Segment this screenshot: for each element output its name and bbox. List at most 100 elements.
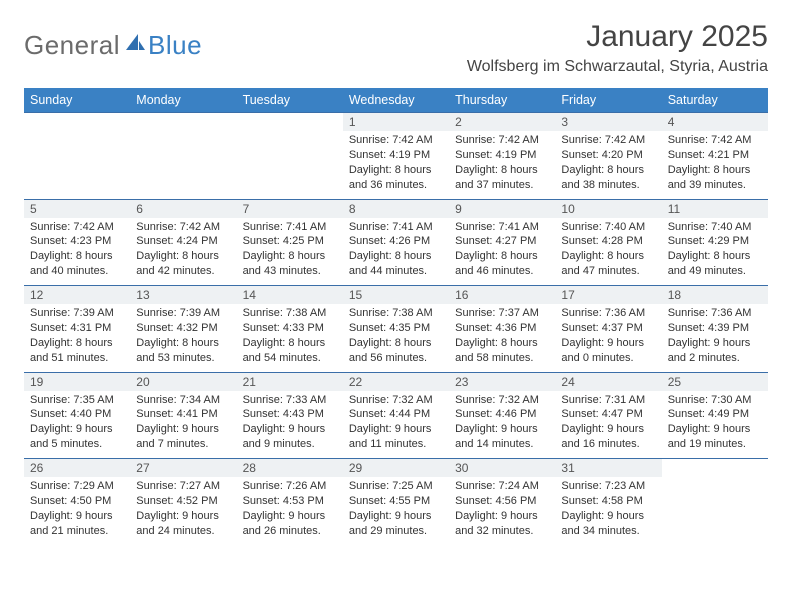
day-header: Friday — [555, 88, 661, 113]
sunrise-line: Sunrise: 7:24 AM — [455, 479, 549, 494]
sunrise-line: Sunrise: 7:23 AM — [561, 479, 655, 494]
calendar-table: Sunday Monday Tuesday Wednesday Thursday… — [24, 88, 768, 545]
sunrise-line: Sunrise: 7:42 AM — [136, 220, 230, 235]
daylight-line: Daylight: 9 hours and 14 minutes. — [455, 422, 549, 452]
location-text: Wolfsberg im Schwarzautal, Styria, Austr… — [467, 58, 768, 76]
daylight-line: Daylight: 8 hours and 54 minutes. — [243, 336, 337, 366]
day-data-cell: Sunrise: 7:36 AMSunset: 4:37 PMDaylight:… — [555, 304, 661, 372]
daynum-row: 1234 — [24, 113, 768, 132]
logo: General Blue — [24, 30, 202, 61]
day-data-cell — [237, 131, 343, 199]
sunrise-line: Sunrise: 7:36 AM — [561, 306, 655, 321]
daylight-line: Daylight: 8 hours and 44 minutes. — [349, 249, 443, 279]
sunset-line: Sunset: 4:37 PM — [561, 321, 655, 336]
day-number-cell: 23 — [449, 372, 555, 391]
daydata-row: Sunrise: 7:42 AMSunset: 4:19 PMDaylight:… — [24, 131, 768, 199]
day-number-cell: 14 — [237, 286, 343, 305]
sunrise-line: Sunrise: 7:40 AM — [561, 220, 655, 235]
daydata-row: Sunrise: 7:35 AMSunset: 4:40 PMDaylight:… — [24, 391, 768, 459]
sunset-line: Sunset: 4:25 PM — [243, 234, 337, 249]
daylight-line: Daylight: 8 hours and 42 minutes. — [136, 249, 230, 279]
day-number-cell: 11 — [662, 199, 768, 218]
sunrise-line: Sunrise: 7:42 AM — [30, 220, 124, 235]
sunrise-line: Sunrise: 7:42 AM — [455, 133, 549, 148]
sunrise-line: Sunrise: 7:29 AM — [30, 479, 124, 494]
daylight-line: Daylight: 8 hours and 46 minutes. — [455, 249, 549, 279]
daydata-row: Sunrise: 7:29 AMSunset: 4:50 PM Daylight:… — [24, 477, 768, 545]
day-data-cell: Sunrise: 7:32 AMSunset: 4:46 PMDaylight:… — [449, 391, 555, 459]
day-number-cell: 4 — [662, 113, 768, 132]
day-data-cell: Sunrise: 7:42 AMSunset: 4:24 PMDaylight:… — [130, 218, 236, 286]
day-data-cell: Sunrise: 7:24 AMSunset: 4:56 PMDaylight:… — [449, 477, 555, 545]
sunset-line: Sunset: 4:41 PM — [136, 407, 230, 422]
daylight-line: Daylight: 8 hours and 49 minutes. — [668, 249, 762, 279]
day-data-cell: Sunrise: 7:42 AMSunset: 4:23 PMDaylight:… — [24, 218, 130, 286]
sunrise-line: Sunrise: 7:42 AM — [349, 133, 443, 148]
day-header: Wednesday — [343, 88, 449, 113]
sunset-line: Sunset: 4:49 PM — [668, 407, 762, 422]
sunset-line: Sunset: 4:50 PM — [30, 494, 124, 509]
day-header: Saturday — [662, 88, 768, 113]
daylight-line: Daylight: 9 hours and 32 minutes. — [455, 509, 549, 539]
daynum-row: 567891011 — [24, 199, 768, 218]
day-data-cell: Sunrise: 7:38 AMSunset: 4:35 PMDaylight:… — [343, 304, 449, 372]
day-number-cell: 30 — [449, 459, 555, 478]
day-number-cell: 21 — [237, 372, 343, 391]
sunset-line: Sunset: 4:58 PM — [561, 494, 655, 509]
day-number-cell — [662, 459, 768, 478]
sunset-line: Sunset: 4:40 PM — [30, 407, 124, 422]
day-data-cell: Sunrise: 7:29 AMSunset: 4:50 PMDaylight:… — [24, 477, 130, 545]
sunrise-line: Sunrise: 7:38 AM — [349, 306, 443, 321]
daylight-line: Daylight: 8 hours and 38 minutes. — [561, 163, 655, 193]
sunrise-line: Sunrise: 7:38 AM — [243, 306, 337, 321]
daylight-line: Daylight: 8 hours and 43 minutes. — [243, 249, 337, 279]
daylight-line: Daylight: 9 hours and 0 minutes. — [561, 336, 655, 366]
day-data-cell: Sunrise: 7:39 AMSunset: 4:32 PMDaylight:… — [130, 304, 236, 372]
day-number-cell — [24, 113, 130, 132]
sunset-line: Sunset: 4:36 PM — [455, 321, 549, 336]
daynum-row: 19202122232425 — [24, 372, 768, 391]
month-title: January 2025 — [467, 20, 768, 54]
sunset-line: Sunset: 4:43 PM — [243, 407, 337, 422]
sunrise-line: Sunrise: 7:37 AM — [455, 306, 549, 321]
sunset-line: Sunset: 4:47 PM — [561, 407, 655, 422]
page-header: General Blue January 2025 Wolfsberg im S… — [24, 20, 768, 76]
daylight-line: Daylight: 9 hours and 34 minutes. — [561, 509, 655, 539]
day-number-cell: 25 — [662, 372, 768, 391]
day-data-cell: Sunrise: 7:27 AMSunset: 4:52 PMDaylight:… — [130, 477, 236, 545]
sunrise-line: Sunrise: 7:36 AM — [668, 306, 762, 321]
sunset-line: Sunset: 4:19 PM — [455, 148, 549, 163]
sunset-line: Sunset: 4:24 PM — [136, 234, 230, 249]
day-data-cell: Sunrise: 7:40 AMSunset: 4:29 PMDaylight:… — [662, 218, 768, 286]
day-number-cell: 28 — [237, 459, 343, 478]
sunrise-line: Sunrise: 7:41 AM — [455, 220, 549, 235]
day-number-cell: 20 — [130, 372, 236, 391]
day-data-cell: Sunrise: 7:33 AMSunset: 4:43 PMDaylight:… — [237, 391, 343, 459]
daylight-line: Daylight: 9 hours and 2 minutes. — [668, 336, 762, 366]
day-data-cell — [662, 477, 768, 545]
sunset-line: Sunset: 4:32 PM — [136, 321, 230, 336]
daylight-line: Daylight: 9 hours and 16 minutes. — [561, 422, 655, 452]
day-data-cell: Sunrise: 7:30 AMSunset: 4:49 PMDaylight:… — [662, 391, 768, 459]
daylight-line: Daylight: 8 hours and 58 minutes. — [455, 336, 549, 366]
day-data-cell: Sunrise: 7:38 AMSunset: 4:33 PMDaylight:… — [237, 304, 343, 372]
day-number-cell: 3 — [555, 113, 661, 132]
day-number-cell: 8 — [343, 199, 449, 218]
daylight-line: Daylight: 8 hours and 39 minutes. — [668, 163, 762, 193]
day-data-cell: Sunrise: 7:41 AMSunset: 4:27 PMDaylight:… — [449, 218, 555, 286]
day-number-cell: 9 — [449, 199, 555, 218]
sunset-line: Sunset: 4:56 PM — [455, 494, 549, 509]
day-data-cell: Sunrise: 7:42 AMSunset: 4:19 PMDaylight:… — [449, 131, 555, 199]
day-data-cell: Sunrise: 7:40 AMSunset: 4:28 PMDaylight:… — [555, 218, 661, 286]
calendar-body: 1234Sunrise: 7:42 AMSunset: 4:19 PMDayli… — [24, 113, 768, 546]
sunrise-line: Sunrise: 7:41 AM — [349, 220, 443, 235]
daydata-row: Sunrise: 7:42 AMSunset: 4:23 PMDaylight:… — [24, 218, 768, 286]
day-header-row: Sunday Monday Tuesday Wednesday Thursday… — [24, 88, 768, 113]
daylight-line: Daylight: 8 hours and 37 minutes. — [455, 163, 549, 193]
day-header: Thursday — [449, 88, 555, 113]
day-data-cell: Sunrise: 7:31 AMSunset: 4:47 PMDaylight:… — [555, 391, 661, 459]
day-data-cell — [130, 131, 236, 199]
day-number-cell: 10 — [555, 199, 661, 218]
sunrise-line: Sunrise: 7:31 AM — [561, 393, 655, 408]
sunset-line: Sunset: 4:44 PM — [349, 407, 443, 422]
